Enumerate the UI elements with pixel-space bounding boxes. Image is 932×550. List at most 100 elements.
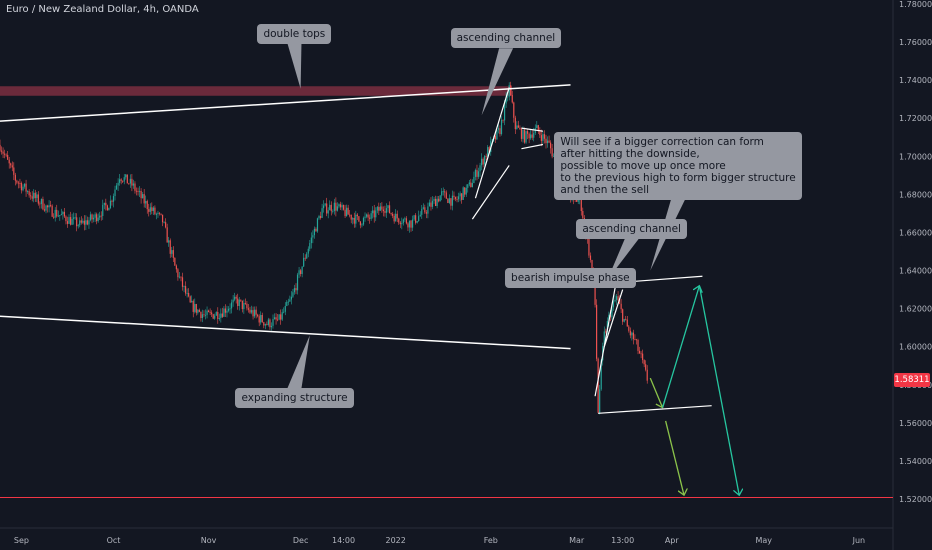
candle-body-342 — [523, 129, 526, 143]
candle-body-4 — [5, 154, 7, 156]
candle-body-37 — [56, 209, 58, 217]
candle-body-25 — [37, 194, 39, 204]
candle-body-253 — [387, 205, 389, 209]
y-tick-label-8: 1.62000 — [899, 305, 932, 314]
candle-body-191 — [292, 292, 294, 297]
candle-body-263 — [402, 219, 404, 224]
candle-body-199 — [304, 257, 306, 259]
candle-body-350 — [536, 125, 538, 129]
candle-body-63 — [96, 214, 98, 222]
candle-body-280 — [428, 202, 431, 207]
candle-body-295 — [451, 195, 454, 206]
current-price-badge: 1.58311 — [894, 373, 930, 387]
candle-body-92 — [140, 190, 142, 199]
candle-body-106 — [161, 214, 164, 223]
candle-body-316 — [484, 155, 486, 165]
candle-body-2 — [2, 151, 4, 154]
candle-body-38 — [57, 215, 59, 217]
ascending-channel-2-lower — [598, 405, 712, 414]
candle-body-122 — [186, 293, 188, 294]
candle-body-297 — [454, 196, 457, 200]
candle-body-81 — [123, 177, 125, 182]
candle-body-265 — [405, 218, 408, 224]
candle-body-139 — [212, 314, 214, 319]
candle-body-163 — [249, 309, 251, 313]
candle-body-73 — [111, 200, 113, 202]
candle-body-226 — [346, 207, 348, 217]
candle-body-206 — [315, 228, 317, 232]
annotation-3: ascending channel — [576, 218, 687, 239]
candle-body-51 — [77, 225, 79, 227]
candle-body-332 — [508, 85, 510, 97]
candle-body-64 — [97, 217, 99, 222]
candle-body-29 — [43, 209, 46, 211]
candle-body-186 — [284, 306, 286, 312]
candle-body-77 — [117, 182, 119, 186]
candle-body-145 — [221, 313, 223, 317]
candle-body-222 — [339, 204, 342, 208]
annotation-pointer-0 — [287, 43, 302, 89]
candle-body-218 — [333, 202, 335, 211]
candle-body-392 — [600, 360, 602, 390]
candle-body-16 — [23, 183, 26, 187]
candle-body-100 — [152, 207, 154, 212]
lower-trendline — [0, 315, 571, 350]
candle-body-117 — [178, 276, 181, 278]
candle-body-68 — [103, 202, 105, 205]
candle-body-219 — [335, 202, 337, 211]
candle-body-22 — [33, 192, 35, 199]
candle-body-27 — [40, 198, 43, 204]
candle-body-41 — [62, 211, 64, 215]
candle-body-86 — [131, 178, 133, 186]
candle-body-26 — [39, 203, 41, 205]
candle-body-238 — [364, 216, 366, 218]
y-tick-label-4: 1.70000 — [899, 152, 932, 161]
y-tick-label-9: 1.60000 — [899, 343, 932, 352]
candle-body-408 — [625, 318, 627, 320]
candle-body-325 — [497, 128, 500, 130]
candle-body-101 — [154, 207, 156, 215]
candle-body-234 — [358, 216, 360, 222]
candle-body-132 — [201, 314, 204, 319]
candle-body-328 — [502, 119, 504, 121]
candle-body-327 — [500, 119, 503, 135]
candle-body-82 — [125, 174, 127, 178]
candle-body-380 — [582, 211, 584, 219]
candle-body-313 — [479, 165, 481, 172]
candle-body-336 — [514, 117, 516, 130]
candle-body-275 — [421, 208, 423, 215]
candle-body-12 — [17, 182, 20, 184]
candle-body-360 — [551, 148, 553, 157]
candle-body-204 — [312, 235, 314, 238]
candle-body-44 — [66, 221, 69, 224]
candle-body-148 — [226, 310, 228, 313]
candle-body-75 — [114, 189, 116, 197]
candle-body-285 — [436, 198, 438, 207]
candle-body-355 — [543, 134, 546, 139]
candle-body-244 — [373, 210, 375, 218]
candle-body-91 — [138, 190, 141, 192]
candle-body-412 — [631, 332, 633, 336]
candle-body-183 — [280, 314, 282, 320]
candle-body-274 — [419, 214, 421, 217]
candle-body-89 — [135, 190, 138, 192]
candle-body-94 — [143, 194, 145, 204]
candle-body-104 — [158, 212, 161, 214]
candle-body-21 — [31, 196, 33, 199]
candle-body-303 — [464, 187, 466, 195]
candle-body-176 — [269, 319, 271, 328]
candle-body-241 — [369, 217, 371, 219]
y-tick-label-0: 1.78000 — [899, 0, 932, 9]
candle-body-416 — [637, 339, 639, 351]
candle-body-282 — [431, 200, 434, 207]
candle-body-1 — [0, 150, 3, 152]
candle-body-146 — [223, 308, 225, 317]
candle-body-23 — [34, 192, 36, 199]
candle-body-311 — [476, 169, 478, 177]
candle-body-98 — [149, 207, 151, 212]
candle-body-13 — [19, 183, 21, 184]
candle-body-318 — [487, 147, 489, 157]
candle-body-262 — [401, 223, 403, 225]
candle-body-255 — [390, 213, 392, 214]
